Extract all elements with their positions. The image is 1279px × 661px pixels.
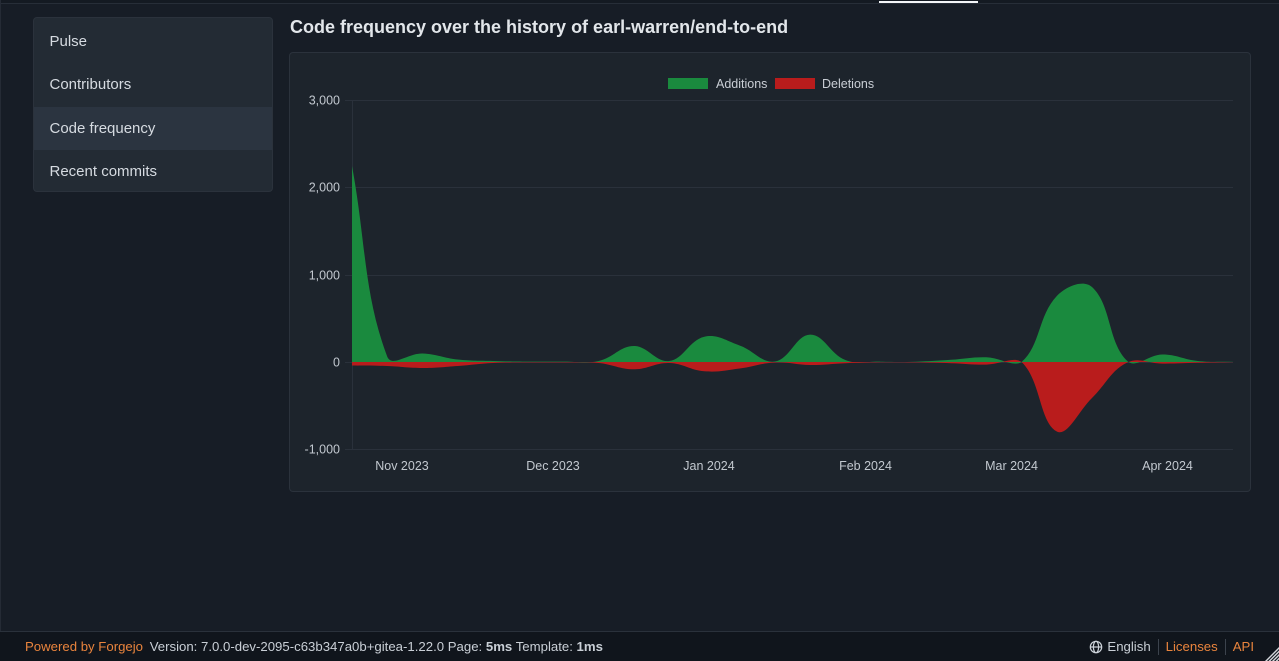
svg-text:1,000: 1,000 bbox=[309, 269, 340, 283]
svg-text:Nov 2023: Nov 2023 bbox=[375, 459, 429, 473]
svg-text:Additions: Additions bbox=[716, 77, 767, 91]
svg-text:-1,000: -1,000 bbox=[305, 443, 340, 457]
svg-text:3,000: 3,000 bbox=[309, 94, 340, 108]
svg-text:Deletions: Deletions bbox=[822, 77, 874, 91]
svg-text:Mar 2024: Mar 2024 bbox=[985, 459, 1038, 473]
svg-text:2,000: 2,000 bbox=[309, 181, 340, 195]
svg-text:Dec 2023: Dec 2023 bbox=[526, 459, 580, 473]
svg-text:Jan 2024: Jan 2024 bbox=[683, 459, 734, 473]
svg-text:Feb 2024: Feb 2024 bbox=[839, 459, 892, 473]
svg-text:0: 0 bbox=[333, 356, 340, 370]
svg-text:Apr 2024: Apr 2024 bbox=[1142, 459, 1193, 473]
